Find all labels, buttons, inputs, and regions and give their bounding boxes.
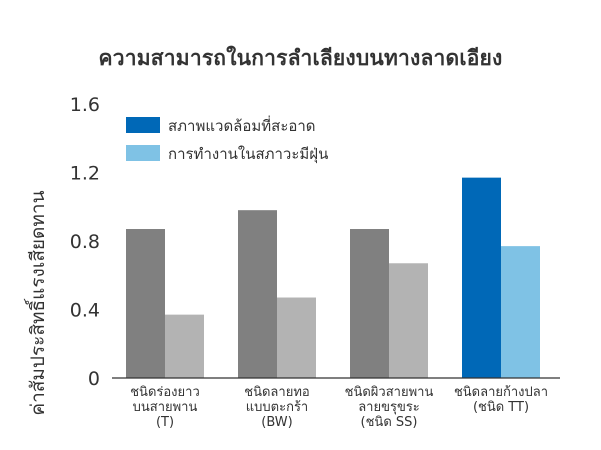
x-tick-label-line: (ชนิด TT)	[473, 400, 529, 415]
x-tick-label-line: บนสายพาน	[133, 400, 198, 415]
x-tick-label-line: (T)	[156, 415, 174, 430]
y-tick-label-1: 0	[88, 368, 100, 390]
bar-2-series-1	[238, 210, 277, 378]
x-tick-label-line: (BW)	[261, 415, 292, 430]
x-tick-label-2: ชนิดลายทอแบบตะกร้า(BW)	[244, 385, 309, 430]
legend-swatch-2	[126, 145, 160, 161]
bar-3-series-2	[389, 263, 428, 378]
y-tick-label-3: 0.8	[70, 231, 100, 253]
x-tick-label-line: ลายขรุขระ	[358, 400, 420, 415]
x-tick-label-line: ชนิดผิวสายพาน	[345, 385, 434, 400]
bar-3-series-1	[350, 229, 389, 378]
x-tick-label-line: แบบตะกร้า	[246, 400, 308, 415]
x-tick-label-line: (ชนิด SS)	[361, 415, 418, 430]
y-tick-label-2: 0.4	[70, 300, 100, 322]
x-tick-label-line: ชนิดร่องยาว	[130, 385, 200, 400]
bar-1-series-1	[126, 229, 165, 378]
bar-4-series-1	[462, 177, 501, 378]
x-tick-label-4: ชนิดลายก้างปลา(ชนิด TT)	[454, 385, 548, 415]
x-tick-label-line: ชนิดลายทอ	[244, 385, 309, 400]
y-tick-label-5: 1.6	[70, 94, 100, 116]
axis-layer: ชนิดร่องยาวบนสายพาน(T) ชนิดลายทอแบบตะกร้า…	[23, 94, 560, 430]
x-tick-label-1: ชนิดร่องยาวบนสายพาน(T)	[130, 385, 200, 430]
y-axis-title: ค่าสัมประสิทธิ์แรงเสียดทาน	[23, 190, 49, 415]
legend-label-2: การทำงานในสภาวะมีฝุ่น	[168, 145, 328, 164]
bar-2-series-2	[277, 297, 316, 378]
x-tick-label-3: ชนิดผิวสายพานลายขรุขระ(ชนิด SS)	[345, 385, 434, 430]
x-tick-label-line: ชนิดลายก้างปลา	[454, 385, 548, 400]
bar-4-series-2	[501, 246, 540, 378]
chart-title: ความสามารถในการลำเลียงบนทางลาดเอียง	[98, 46, 503, 70]
legend-swatch-1	[126, 117, 160, 133]
bars-layer	[126, 177, 540, 378]
legend-label-1: สภาพแวดล้อมที่สะอาด	[168, 115, 316, 135]
bar-1-series-2	[165, 314, 204, 378]
y-tick-label-4: 1.2	[70, 163, 100, 185]
